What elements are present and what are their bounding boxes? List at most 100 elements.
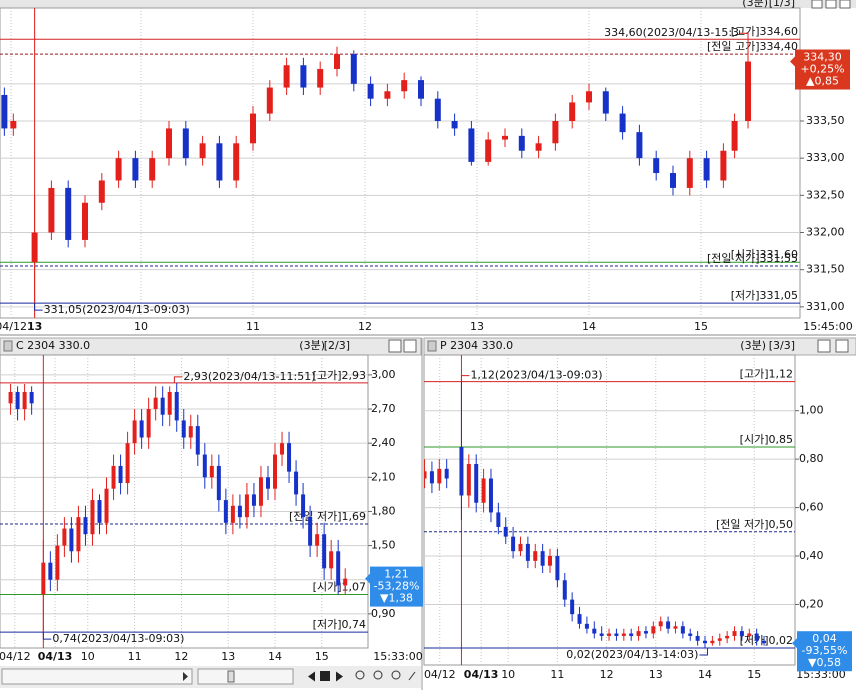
next-button[interactable] [336, 671, 343, 682]
candle-body [104, 488, 109, 523]
candle-body [569, 102, 576, 121]
x-tick-label: 04/12 [0, 650, 31, 663]
price-value: 334,30 [803, 51, 842, 64]
candle-body [111, 465, 116, 489]
candle-body [216, 143, 223, 181]
level-label: [전일 저가]1,69 [289, 509, 366, 523]
candle-body [417, 80, 424, 99]
candle-body [367, 83, 374, 99]
candle-body [250, 113, 257, 144]
candle-body [481, 478, 486, 503]
panel-icon [3, 340, 13, 352]
candle-body [315, 534, 320, 546]
candle-body [762, 640, 767, 644]
candle-body [350, 54, 357, 84]
candle-body [434, 98, 441, 121]
candle-body [525, 543, 530, 561]
window-button[interactable] [811, 0, 823, 9]
candle-body [41, 562, 46, 595]
candle-body [533, 551, 538, 561]
x-tick-label: 12 [358, 320, 372, 333]
x-tick-label: 04/12 [424, 668, 456, 681]
scroll-arrow[interactable] [183, 672, 188, 681]
y-tick-label: 331,50 [806, 263, 845, 276]
candle-body [585, 91, 592, 103]
candle-body [266, 87, 273, 114]
window-button[interactable] [388, 339, 402, 353]
candle-body [496, 512, 501, 527]
candle-body [132, 158, 139, 181]
window-button[interactable] [817, 339, 831, 353]
x-tick-label: 13 [470, 320, 484, 333]
candle-body [451, 120, 458, 129]
candle-body [666, 621, 671, 629]
price-box: 0,04-93,55%▼0,58 [792, 631, 852, 672]
window-button[interactable] [835, 339, 849, 353]
candle-body [76, 517, 81, 552]
window-button[interactable] [403, 339, 417, 353]
candle-body [69, 528, 74, 552]
x-tick-label: 10 [81, 650, 95, 663]
zoom-icons[interactable] [355, 670, 416, 681]
y-tick-label: 3,00 [371, 368, 396, 381]
candle-body [65, 187, 72, 240]
page-indicator: [1/3] [769, 0, 795, 9]
window-button[interactable] [839, 0, 851, 9]
scrollbar[interactable] [1, 668, 193, 685]
marker-arrow [34, 303, 43, 311]
candle-body [118, 465, 123, 484]
x-tick-label: 04/13 [464, 668, 499, 681]
zoom-slider[interactable] [197, 668, 294, 685]
x-tick-label: 04/13 [38, 650, 73, 663]
candle-body [188, 426, 193, 438]
candle-body [636, 132, 643, 159]
candle-body [301, 494, 306, 518]
candle-body [619, 113, 626, 133]
x-tick-label: 10 [134, 320, 148, 333]
marker-arrow [173, 376, 183, 383]
candle-body [424, 471, 427, 479]
window-button[interactable] [825, 0, 837, 9]
marker-label: 334,60(2023/04/13-15:3 [604, 26, 739, 39]
candle-body [503, 526, 508, 537]
y-tick-label: 333,00 [806, 151, 845, 164]
price-box-bg [795, 49, 850, 90]
candle-body [1, 94, 8, 129]
interval: (3분) [740, 339, 766, 352]
marker-arrow [740, 32, 749, 40]
y-tick-label: 333,50 [806, 114, 845, 127]
prev-button[interactable] [308, 671, 315, 682]
level-label: [고가]2,93 [313, 369, 366, 382]
candle-body [614, 633, 619, 636]
candle-body [688, 633, 693, 636]
x-tick-label: 13 [27, 320, 42, 333]
page-indicator: [3/3] [769, 339, 795, 352]
x-tick-label: 11 [246, 320, 260, 333]
price-change-pct: +0,25% [800, 63, 844, 76]
candle-body [149, 158, 156, 181]
level-label: [저가]0,02 [740, 634, 793, 647]
marker-arrow [460, 375, 470, 382]
x-tick-label: 13 [221, 650, 235, 663]
panel-icon [427, 340, 437, 352]
price-pointer [792, 638, 797, 649]
candle-body [280, 443, 285, 455]
candle-body [720, 150, 727, 181]
y-tick-label: 0,60 [799, 501, 824, 514]
candle-body [29, 391, 34, 404]
slider-thumb[interactable] [227, 670, 235, 683]
candle-body [501, 135, 508, 140]
page-indicator: [2/3] [324, 339, 350, 352]
x-tick-label: 14 [268, 650, 282, 663]
candle-body [146, 409, 151, 438]
stop-button[interactable] [320, 671, 330, 681]
candle-body [747, 633, 752, 636]
candle-body [153, 397, 158, 410]
candle-body [195, 426, 200, 455]
level-label: [전일 저가]331,55 [707, 251, 798, 265]
candle-body [167, 391, 172, 415]
y-tick-label: 1,50 [371, 539, 396, 552]
candle-body [695, 635, 700, 641]
price-change: ▼1,38 [380, 592, 413, 605]
candle-body [570, 599, 575, 615]
